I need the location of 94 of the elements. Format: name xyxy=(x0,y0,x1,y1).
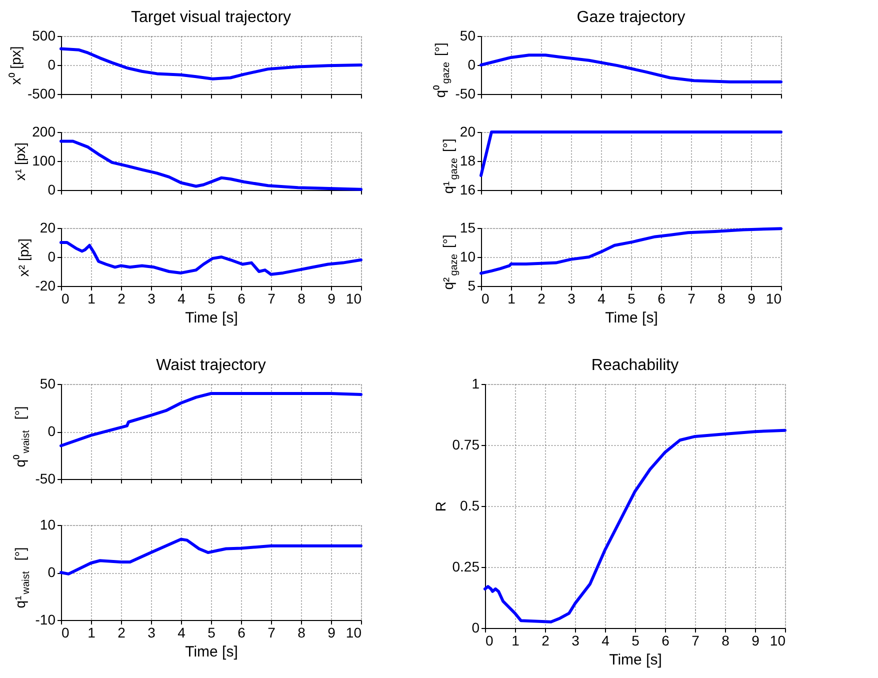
x-tick-label: 10 xyxy=(346,624,362,640)
y-axis-title: q¹gaze [°] xyxy=(440,138,460,194)
y-tick-label: -500 xyxy=(27,86,56,102)
x-tick-label: 6 xyxy=(238,290,246,306)
x-tick-label: 2 xyxy=(118,290,126,306)
x-tick-label: 6 xyxy=(658,290,666,306)
chart-title: Reachability xyxy=(591,357,679,374)
y-tick-label: -50 xyxy=(455,86,476,102)
y-tick-label: 0.25 xyxy=(452,558,480,574)
x-tick-label: 1 xyxy=(512,632,520,648)
x-tick-label: 6 xyxy=(662,632,670,648)
x-tick-label: 3 xyxy=(572,632,580,648)
y-tick-label: 20 xyxy=(40,220,56,236)
y-axis-title: q²gaze [°] xyxy=(440,234,460,290)
y-tick-label: 0 xyxy=(48,56,56,72)
x-tick-label: 8 xyxy=(298,290,306,306)
y-tick-label: 18 xyxy=(460,152,476,168)
y-tick-label: 0 xyxy=(468,56,476,72)
y-axis-title: q⁰waist [°] xyxy=(12,406,32,468)
line-series xyxy=(60,241,362,276)
x-tick-label: 10 xyxy=(770,632,786,648)
y-tick-label: 0 xyxy=(48,248,56,264)
y-tick-label: 1 xyxy=(472,376,480,392)
y-tick-label: 15 xyxy=(460,220,476,236)
x-tick-label: 3 xyxy=(148,290,156,306)
y-tick-label: 10 xyxy=(40,516,56,532)
y-tick-label: 200 xyxy=(32,124,56,140)
x-tick-label: 1 xyxy=(508,290,516,306)
y-tick-label: 10 xyxy=(460,248,476,264)
x-tick-label: 5 xyxy=(208,624,216,640)
x-tick-label: 8 xyxy=(718,290,726,306)
x-tick-label: 7 xyxy=(692,632,700,648)
y-tick-label: 50 xyxy=(460,28,476,44)
x-tick-label: 7 xyxy=(268,290,276,306)
y-tick-label: -20 xyxy=(35,278,56,294)
y-axis-title: q⁰gaze [°] xyxy=(432,42,452,98)
x-tick-label: 9 xyxy=(328,290,336,306)
x-tick-label: 0 xyxy=(62,624,70,640)
x-tick-label: 7 xyxy=(688,290,696,306)
x-tick-label: 5 xyxy=(628,290,636,306)
chart-title: Gaze trajectory xyxy=(576,9,686,26)
y-axis-title: x² [px] xyxy=(15,238,32,277)
x-tick-label: 3 xyxy=(568,290,576,306)
x-tick-label: 1 xyxy=(88,290,96,306)
y-tick-label: 0.5 xyxy=(460,498,480,514)
chart-title: Waist trajectory xyxy=(156,357,266,374)
x-tick-label: 4 xyxy=(602,632,610,648)
x-tick-label: 5 xyxy=(208,290,216,306)
y-axis-title: R xyxy=(432,501,448,512)
x-tick-label: 10 xyxy=(346,290,362,306)
y-tick-label: -50 xyxy=(35,470,56,486)
x-tick-label: 5 xyxy=(632,632,640,648)
line-series xyxy=(60,392,362,448)
x-tick-label: 9 xyxy=(752,632,760,648)
y-axis-title: x¹ [px] xyxy=(12,142,28,181)
x-tick-label: 4 xyxy=(178,624,186,640)
line-series xyxy=(480,54,782,84)
x-tick-label: 0 xyxy=(62,290,70,306)
y-tick-label: -10 xyxy=(35,612,56,628)
x-tick-label: 0 xyxy=(486,632,494,648)
x-tick-label: 9 xyxy=(328,624,336,640)
y-tick-label: 5 xyxy=(468,278,476,294)
x-axis-title: Time [s] xyxy=(185,310,238,326)
y-tick-label: 0.75 xyxy=(452,436,480,452)
y-tick-label: 500 xyxy=(32,28,56,44)
x-tick-label: 9 xyxy=(748,290,756,306)
chart-title: Target visual trajectory xyxy=(130,9,292,26)
x-tick-label: 2 xyxy=(538,290,546,306)
line-series xyxy=(60,47,362,80)
y-tick-label: 50 xyxy=(40,376,56,392)
y-tick-label: 16 xyxy=(460,182,476,198)
y-axis-title: q¹waist [°] xyxy=(12,547,32,608)
x-axis-title: Time [s] xyxy=(605,310,658,326)
x-tick-label: 2 xyxy=(542,632,550,648)
y-tick-label: 0 xyxy=(48,423,56,439)
x-tick-label: 4 xyxy=(598,290,606,306)
y-tick-label: 0 xyxy=(48,564,56,580)
x-tick-label: 2 xyxy=(118,624,126,640)
x-tick-label: 1 xyxy=(88,624,96,640)
x-tick-label: 10 xyxy=(766,290,782,306)
y-tick-label: 20 xyxy=(460,124,476,140)
y-axis-title: x⁰ [px] xyxy=(7,46,24,85)
x-tick-label: 6 xyxy=(238,624,246,640)
x-tick-label: 7 xyxy=(268,624,276,640)
y-tick-label: 100 xyxy=(32,152,56,168)
y-tick-label: 0 xyxy=(48,182,56,198)
line-series xyxy=(60,538,362,576)
x-axis-title: Time [s] xyxy=(185,644,238,660)
line-series xyxy=(484,428,786,624)
x-tick-label: 8 xyxy=(298,624,306,640)
x-axis-title: Time [s] xyxy=(609,652,662,668)
x-tick-label: 3 xyxy=(148,624,156,640)
x-tick-label: 8 xyxy=(722,632,730,648)
x-tick-label: 4 xyxy=(178,290,186,306)
